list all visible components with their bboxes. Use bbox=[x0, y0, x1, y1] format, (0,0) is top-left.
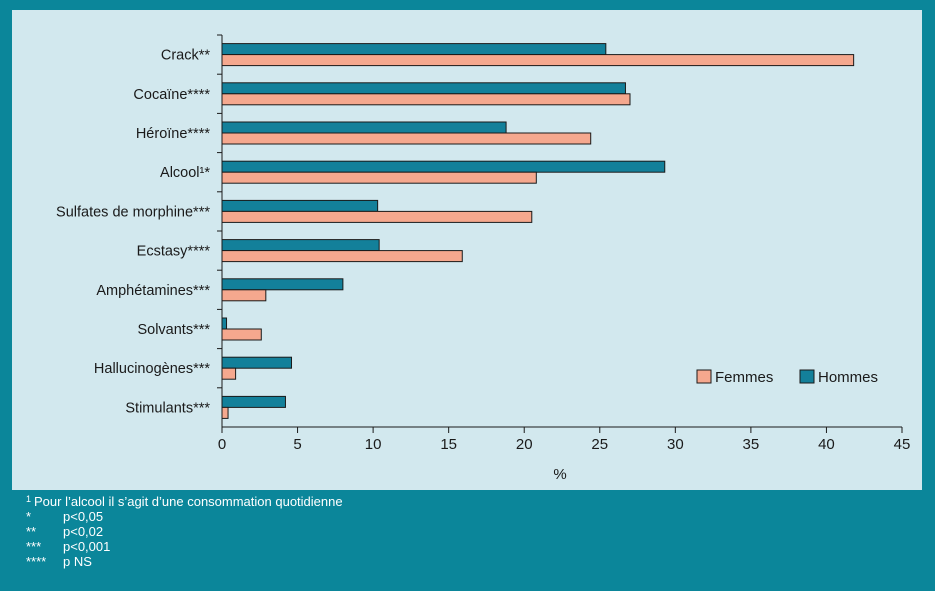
footnote-4: *** p<0,001 bbox=[26, 539, 906, 554]
footnote-text: Pour l’alcool il s’agit d’une consommati… bbox=[34, 494, 343, 509]
legend-swatch-femmes bbox=[696, 369, 712, 384]
bar-hommes bbox=[221, 356, 293, 369]
category-label: Sulfates de morphine*** bbox=[56, 204, 210, 220]
bar-hommes bbox=[221, 43, 607, 56]
bar-femmes bbox=[221, 210, 533, 223]
bar-femmes bbox=[221, 132, 592, 145]
x-tick-label: 20 bbox=[516, 436, 533, 453]
x-tick-label: 10 bbox=[365, 436, 382, 453]
footnote-3: ** p<0,02 bbox=[26, 524, 906, 539]
footnote-marker: **** bbox=[26, 554, 47, 569]
x-tick-label: 25 bbox=[591, 436, 608, 453]
x-tick-label: 45 bbox=[894, 436, 911, 453]
x-axis-label: % bbox=[553, 466, 566, 483]
x-tick-label: 0 bbox=[218, 436, 226, 453]
bar-hommes bbox=[221, 317, 228, 330]
bar-femmes bbox=[221, 171, 537, 184]
legend-label-femmes: Femmes bbox=[715, 369, 773, 386]
legend-swatch-hommes bbox=[799, 369, 815, 384]
footnote-text: p<0,05 bbox=[63, 509, 104, 524]
category-label: Ecstasy**** bbox=[137, 244, 211, 260]
footnote-5: **** p NS bbox=[26, 554, 906, 569]
category-label: Cocaïne**** bbox=[133, 87, 210, 103]
footnote-text: p<0,001 bbox=[63, 539, 111, 554]
category-label: Stimulants*** bbox=[125, 400, 210, 416]
chart-panel: Crack** Cocaïne**** Héroïne**** Alcool¹* Sul… bbox=[12, 10, 922, 490]
bar-hommes bbox=[221, 160, 666, 173]
bar-chart: Crack** Cocaïne**** Héroïne**** Alcool¹* Sul… bbox=[56, 34, 911, 483]
bar-femmes bbox=[221, 54, 855, 67]
category-label: Solvants*** bbox=[137, 322, 210, 338]
bar-femmes bbox=[221, 289, 267, 302]
footnote-1: 1 Pour l’alcool il s’agit d’une consomma… bbox=[26, 494, 906, 509]
x-tick-label: 35 bbox=[743, 436, 760, 453]
footnote-marker: *** bbox=[26, 539, 42, 554]
footnote-text: p<0,02 bbox=[63, 524, 104, 539]
bar-hommes bbox=[221, 278, 344, 291]
x-tick-label: 15 bbox=[440, 436, 457, 453]
x-tick-label: 5 bbox=[293, 436, 301, 453]
bar-hommes bbox=[221, 239, 380, 252]
category-label: Hallucinogènes*** bbox=[94, 361, 210, 377]
category-label: Crack** bbox=[161, 48, 211, 64]
footnote-marker: ** bbox=[26, 524, 37, 539]
header-band bbox=[0, 0, 935, 10]
x-tick-label: 40 bbox=[818, 436, 835, 453]
footnote-marker: 1 bbox=[26, 494, 32, 504]
bar-hommes bbox=[221, 82, 626, 95]
bar-hommes bbox=[221, 121, 507, 134]
category-label: Alcool¹* bbox=[160, 165, 210, 181]
legend-label-hommes: Hommes bbox=[818, 369, 878, 386]
bar-femmes bbox=[221, 250, 463, 263]
bar-femmes bbox=[221, 367, 237, 380]
bar-femmes bbox=[221, 93, 631, 106]
footnote-text: p NS bbox=[63, 554, 92, 569]
x-tick-label: 30 bbox=[667, 436, 684, 453]
footnotes: 1 Pour l’alcool il s’agit d’une consomma… bbox=[26, 494, 906, 591]
footnote-2: * p<0,05 bbox=[26, 509, 906, 524]
bar-femmes bbox=[221, 328, 262, 341]
category-label: Amphétamines*** bbox=[96, 283, 210, 299]
bar-hommes bbox=[221, 395, 286, 408]
footnote-marker: * bbox=[26, 509, 32, 524]
bar-hommes bbox=[221, 199, 379, 212]
bar-femmes bbox=[221, 406, 229, 419]
category-label: Héroïne**** bbox=[136, 126, 211, 142]
